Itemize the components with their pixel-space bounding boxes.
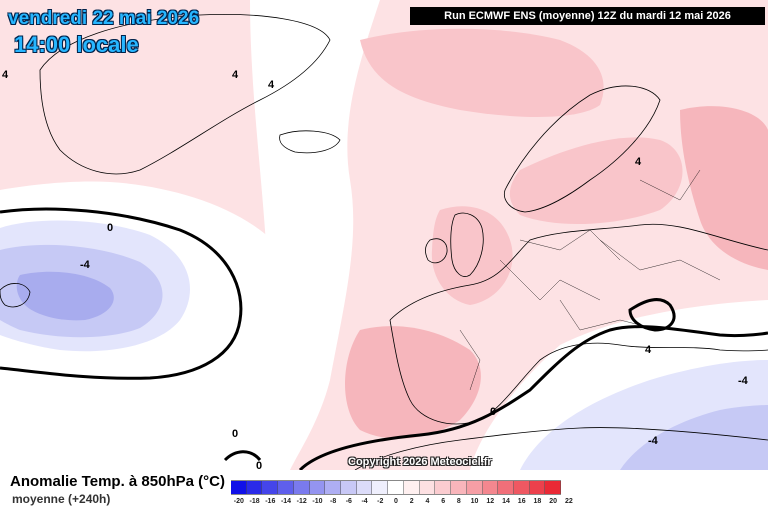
scale-tick-label: 2 (409, 498, 414, 505)
legend-bar: Anomalie Temp. à 850hPa (°C) moyenne (+2… (0, 470, 768, 512)
contour-label: 0 (107, 222, 113, 234)
scale-tick-label: -10 (312, 498, 323, 505)
scale-cell (309, 481, 326, 494)
scale-tick-label: -6 (345, 498, 352, 505)
warm-region-iberia (345, 326, 481, 439)
scale-tick-label: -2 (377, 498, 384, 505)
scale-tick-label: -14 (280, 498, 292, 505)
warm-region-scandinavia (509, 137, 683, 225)
contour-label: -4 (648, 435, 659, 447)
neutral-region-atlantic (240, 0, 380, 470)
scale-cell (293, 481, 310, 494)
contour-label: 4 (2, 69, 9, 81)
contour-label: 4 (232, 69, 239, 81)
legend-subtitle: moyenne (+240h) (12, 492, 111, 506)
cold-region-southeast-core (620, 405, 768, 470)
scale-tick-label: 14 (502, 498, 510, 505)
scale-tick-label: 16 (517, 498, 526, 505)
scale-cell (466, 481, 483, 494)
scale-tick-label: 10 (470, 498, 479, 505)
scale-cell (388, 481, 404, 494)
contour-label: 0 (256, 460, 262, 470)
contour-label: -4 (80, 259, 91, 271)
scale-tick-label: 4 (425, 498, 430, 505)
cold-region-core (16, 271, 114, 321)
scale-cell (419, 481, 436, 494)
scale-cell (325, 481, 342, 494)
color-scale-ticks: -20 -18 -16 -14 -12 -10 -8 -6 -4 -2 0 2 4 6 8 10 12 14 16 1… (231, 498, 573, 510)
contour-label: 0 (490, 406, 496, 418)
scale-tick-label: -18 (249, 498, 260, 505)
color-scale (231, 480, 562, 495)
contour-label: 4 (635, 156, 642, 168)
scale-cell (403, 481, 420, 494)
scale-tick-label: 22 (564, 498, 573, 505)
contour-label: 0 (232, 428, 238, 440)
scale-cell (435, 481, 452, 494)
scale-tick-label: 8 (456, 498, 461, 505)
scale-cell (545, 481, 562, 494)
scale-tick-label: -20 (233, 498, 244, 505)
scale-tick-label: -8 (330, 498, 337, 505)
scale-tick-label: 12 (486, 498, 495, 505)
temperature-anomaly-map: 4 0 -4 0 4 4 4 0 -4 -4 0 4 (0, 0, 768, 470)
color-scale-cells (231, 480, 562, 495)
run-info-banner: Run ECMWF ENS (moyenne) 12Z du mardi 12 … (410, 7, 765, 25)
forecast-date: vendredi 22 mai 2026 (8, 8, 200, 29)
scale-cell (278, 481, 294, 494)
scale-cell (231, 481, 247, 494)
legend-title: Anomalie Temp. à 850hPa (°C) (10, 473, 225, 490)
scale-cell (356, 481, 373, 494)
scale-cell (262, 481, 279, 494)
scale-cell (246, 481, 263, 494)
scale-tick-label: -4 (361, 498, 368, 505)
scale-cell (451, 481, 467, 494)
warm-region-russia (680, 106, 768, 270)
scale-cell (498, 481, 514, 494)
scale-tick-label: 18 (533, 498, 542, 505)
scale-cell (529, 481, 546, 494)
coastlines (0, 14, 768, 470)
scale-tick-label: 0 (394, 498, 398, 505)
warm-region-uk (431, 206, 513, 305)
forecast-time: 14:00 locale (14, 32, 139, 57)
scale-tick-label: 20 (549, 498, 558, 505)
scale-cell (372, 481, 389, 494)
scale-tick-label: -12 (296, 498, 307, 505)
scale-cell (341, 481, 357, 494)
warm-region-north (360, 28, 604, 117)
contour-label: -4 (738, 375, 749, 387)
scale-tick-label: 6 (441, 498, 446, 505)
scale-cell (513, 481, 530, 494)
zero-contours (0, 207, 768, 470)
contour-labels: 4 0 -4 0 4 4 4 0 -4 -4 0 4 (2, 69, 749, 470)
scale-cell (482, 481, 499, 494)
copyright-text: Copyright 2026 Meteociel.fr (348, 456, 492, 468)
contour-label: 4 (645, 344, 652, 356)
scale-tick-label: -16 (265, 498, 276, 505)
contour-label: 4 (268, 79, 275, 91)
